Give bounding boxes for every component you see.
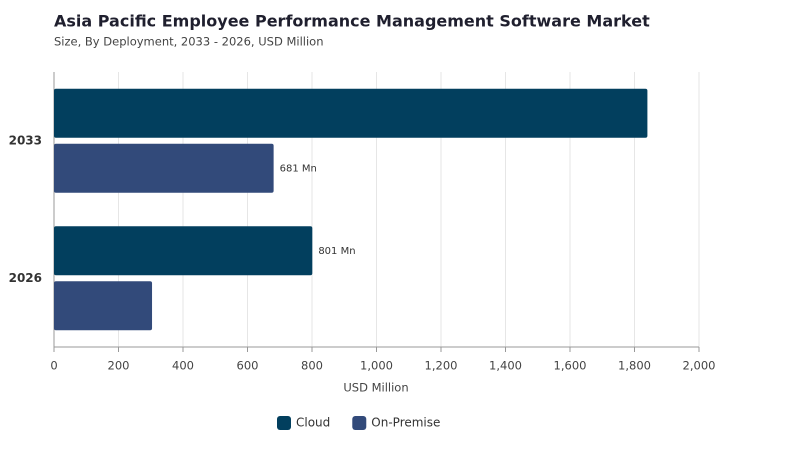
x-tick-label: 800: [301, 359, 323, 373]
y-tick-label: 2033: [9, 133, 42, 147]
y-tick-label: 2026: [9, 271, 42, 285]
bar: [54, 88, 648, 138]
x-tick-label: 2,000: [683, 359, 716, 373]
data-label: 801 Mn: [318, 246, 355, 257]
legend-label[interactable]: On-Premise: [371, 416, 440, 430]
x-tick-label: 1,400: [489, 359, 522, 373]
bar: [54, 226, 313, 276]
x-tick-label: 400: [172, 359, 194, 373]
legend-swatch[interactable]: [277, 416, 291, 430]
bar: [54, 281, 153, 331]
chart-title: Asia Pacific Employee Performance Manage…: [54, 12, 650, 31]
data-label: 681 Mn: [280, 163, 317, 174]
legend-swatch[interactable]: [352, 416, 367, 430]
chart-subtitle: Size, By Deployment, 2033 - 2026, USD Mi…: [54, 35, 323, 49]
x-tick-label: 200: [108, 359, 130, 373]
bar: [54, 143, 274, 193]
legend-label[interactable]: Cloud: [296, 416, 330, 430]
x-tick-label: 600: [237, 359, 259, 373]
x-axis-label: USD Million: [343, 381, 408, 395]
x-tick-label: 0: [50, 359, 57, 373]
x-tick-label: 1,800: [618, 359, 651, 373]
x-tick-label: 1,200: [425, 359, 458, 373]
x-tick-label: 1,600: [554, 359, 587, 373]
x-tick-label: 1,000: [360, 359, 393, 373]
